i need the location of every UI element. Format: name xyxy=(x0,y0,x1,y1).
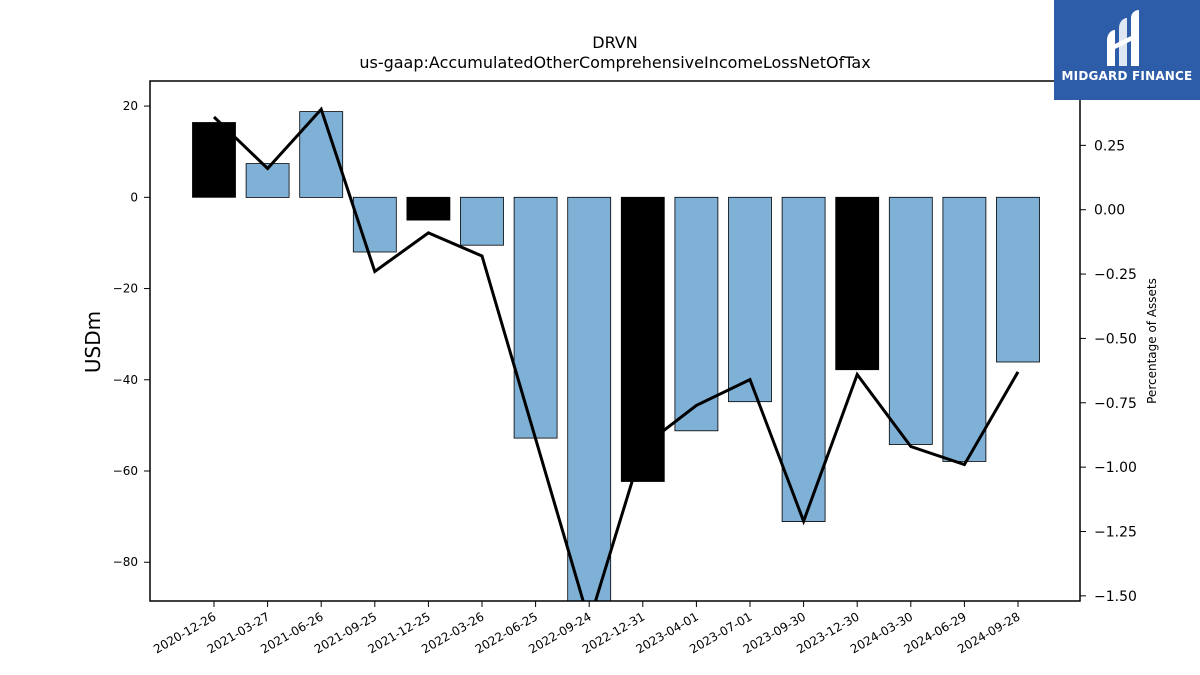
bar xyxy=(620,196,665,482)
y2-tick-label: −1.50 xyxy=(1094,589,1137,605)
bar xyxy=(406,196,451,221)
y-tick-label: 0 xyxy=(130,190,138,204)
bar xyxy=(674,196,719,432)
y2-tick-label: −0.50 xyxy=(1094,331,1137,347)
bar xyxy=(728,196,772,403)
y2-axis-label: Percentage of Assets xyxy=(1145,278,1159,404)
logo-mark-icon xyxy=(1107,10,1139,66)
y2-tick-label: −0.25 xyxy=(1094,267,1137,283)
right-y-axis: 0.25 0.00 −0.25 −0.50 −0.75 −1.00 −1.25 −1.50 xyxy=(1080,138,1137,605)
y2-tick-label: 0.25 xyxy=(1094,138,1125,154)
logo: MIDGARD FINANCE xyxy=(1054,0,1200,100)
x-axis: 2020-12-262021-03-272021-06-262021-09-25… xyxy=(151,601,1023,656)
bar xyxy=(192,122,236,198)
y-tick-label: −60 xyxy=(113,464,138,478)
y-tick-label: −40 xyxy=(113,373,138,387)
y-tick-label: −80 xyxy=(113,555,138,569)
bar xyxy=(942,196,987,462)
percentage-line-group xyxy=(212,106,1020,601)
percentage-line xyxy=(212,106,1020,601)
plot-frame xyxy=(149,80,1081,602)
bar xyxy=(567,196,612,601)
y-tick-label: −20 xyxy=(113,282,138,296)
y2-tick-label: 0.00 xyxy=(1094,203,1125,219)
bar xyxy=(513,196,558,439)
bar xyxy=(835,196,880,371)
chart-subtitle: us-gaap:AccumulatedOtherComprehensiveInc… xyxy=(359,53,870,72)
y-axis-label: USDm xyxy=(81,311,105,373)
bar xyxy=(996,196,1040,363)
bar xyxy=(460,196,504,246)
y2-tick-label: −1.25 xyxy=(1094,524,1137,540)
bar xyxy=(888,196,933,445)
chart-title: DRVN xyxy=(592,33,637,52)
left-y-axis: 20 0 −20 −40 −60 −80 xyxy=(113,99,150,569)
y-tick-label: 20 xyxy=(123,99,138,113)
bar xyxy=(781,196,826,522)
y2-tick-label: −1.00 xyxy=(1094,460,1137,476)
logo-text: MIDGARD FINANCE xyxy=(1061,69,1193,83)
y2-tick-label: −0.75 xyxy=(1094,396,1137,412)
